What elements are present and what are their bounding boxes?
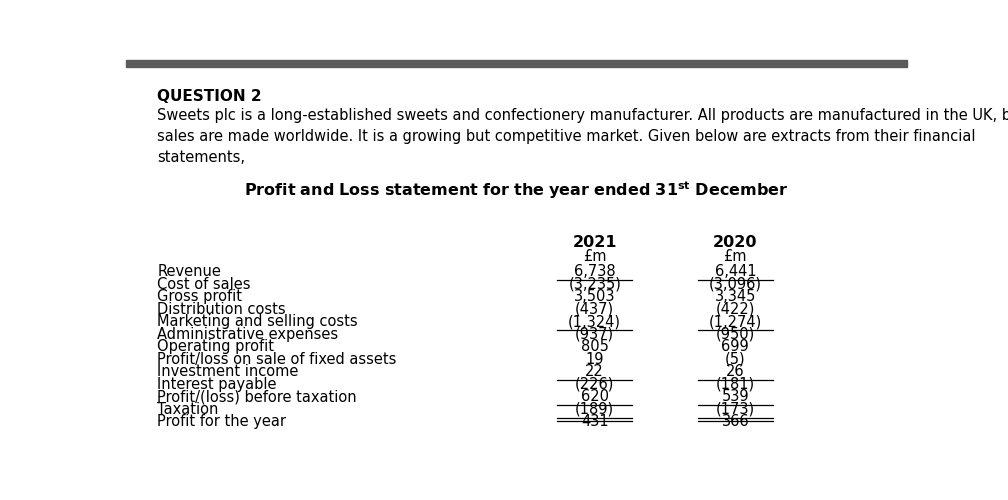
- Text: Profit/(loss) before taxation: Profit/(loss) before taxation: [157, 389, 357, 404]
- Text: 699: 699: [722, 339, 749, 354]
- Text: QUESTION 2: QUESTION 2: [157, 89, 262, 104]
- Text: (1,324): (1,324): [569, 314, 621, 329]
- Text: Profit/loss on sale of fixed assets: Profit/loss on sale of fixed assets: [157, 352, 396, 366]
- Text: (1,274): (1,274): [709, 314, 762, 329]
- Text: (5): (5): [725, 352, 746, 366]
- Text: 6,738: 6,738: [574, 264, 616, 279]
- Text: (181): (181): [716, 376, 755, 392]
- Text: (950): (950): [716, 326, 755, 342]
- Text: 2020: 2020: [713, 235, 758, 250]
- Text: Sweets plc is a long-established sweets and confectionery manufacturer. All prod: Sweets plc is a long-established sweets …: [157, 108, 1008, 165]
- Text: Taxation: Taxation: [157, 402, 219, 416]
- Text: 26: 26: [726, 364, 745, 379]
- Text: (173): (173): [716, 402, 755, 416]
- Text: 6,441: 6,441: [715, 264, 756, 279]
- Text: Revenue: Revenue: [157, 264, 221, 279]
- Text: (189): (189): [576, 402, 614, 416]
- Text: 539: 539: [722, 389, 749, 404]
- Text: Profit for the year: Profit for the year: [157, 414, 286, 429]
- Text: $\bf{Profit\ and\ Loss\ statement\ for\ the\ year\ ended\ 31^{st}\ December}$: $\bf{Profit\ and\ Loss\ statement\ for\ …: [245, 179, 788, 201]
- Bar: [126, 60, 907, 67]
- Text: 366: 366: [722, 414, 749, 429]
- Text: Marketing and selling costs: Marketing and selling costs: [157, 314, 358, 329]
- Text: Interest payable: Interest payable: [157, 376, 277, 392]
- Text: £m: £m: [724, 248, 747, 264]
- Text: 620: 620: [581, 389, 609, 404]
- Text: Gross profit: Gross profit: [157, 289, 242, 304]
- Text: 3,345: 3,345: [715, 289, 756, 304]
- Text: Investment income: Investment income: [157, 364, 298, 379]
- Text: 19: 19: [586, 352, 604, 366]
- Text: Cost of sales: Cost of sales: [157, 276, 251, 291]
- Text: Operating profit: Operating profit: [157, 339, 274, 354]
- Text: (226): (226): [575, 376, 615, 392]
- Text: 22: 22: [586, 364, 604, 379]
- Text: Administrative expenses: Administrative expenses: [157, 326, 339, 342]
- Text: 805: 805: [581, 339, 609, 354]
- Text: 3,503: 3,503: [574, 289, 616, 304]
- Text: (3,096): (3,096): [709, 276, 762, 291]
- Text: 431: 431: [581, 414, 609, 429]
- Text: £m: £m: [583, 248, 607, 264]
- Text: (437): (437): [576, 302, 614, 316]
- Text: (937): (937): [576, 326, 614, 342]
- Text: Distribution costs: Distribution costs: [157, 302, 286, 316]
- Text: (422): (422): [716, 302, 755, 316]
- Text: 2021: 2021: [573, 235, 617, 250]
- Text: (3,235): (3,235): [569, 276, 621, 291]
